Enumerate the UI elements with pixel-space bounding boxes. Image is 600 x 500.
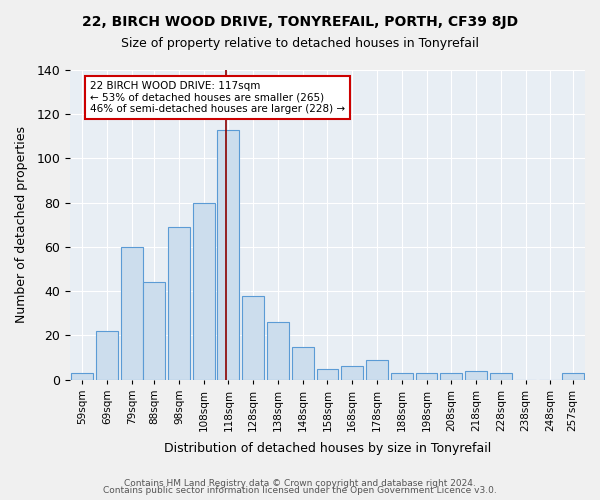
Bar [143,282,165,380]
Bar [317,368,338,380]
Bar [341,366,363,380]
Bar [465,371,487,380]
Bar [168,227,190,380]
Bar [391,373,413,380]
Bar [96,331,118,380]
Text: Contains HM Land Registry data © Crown copyright and database right 2024.: Contains HM Land Registry data © Crown c… [124,478,476,488]
Bar [440,373,462,380]
Bar [490,373,512,380]
Bar [121,247,143,380]
Bar [217,130,239,380]
X-axis label: Distribution of detached houses by size in Tonyrefail: Distribution of detached houses by size … [164,442,491,455]
Text: Size of property relative to detached houses in Tonyrefail: Size of property relative to detached ho… [121,38,479,51]
Bar [366,360,388,380]
Bar [416,373,437,380]
Text: 22, BIRCH WOOD DRIVE, TONYREFAIL, PORTH, CF39 8JD: 22, BIRCH WOOD DRIVE, TONYREFAIL, PORTH,… [82,15,518,29]
Y-axis label: Number of detached properties: Number of detached properties [15,126,28,324]
Text: Contains public sector information licensed under the Open Government Licence v3: Contains public sector information licen… [103,486,497,495]
Bar [292,346,314,380]
Bar [193,202,215,380]
Bar [242,296,264,380]
Bar [267,322,289,380]
Bar [71,373,93,380]
Text: 22 BIRCH WOOD DRIVE: 117sqm
← 53% of detached houses are smaller (265)
46% of se: 22 BIRCH WOOD DRIVE: 117sqm ← 53% of det… [90,81,345,114]
Bar [562,373,584,380]
